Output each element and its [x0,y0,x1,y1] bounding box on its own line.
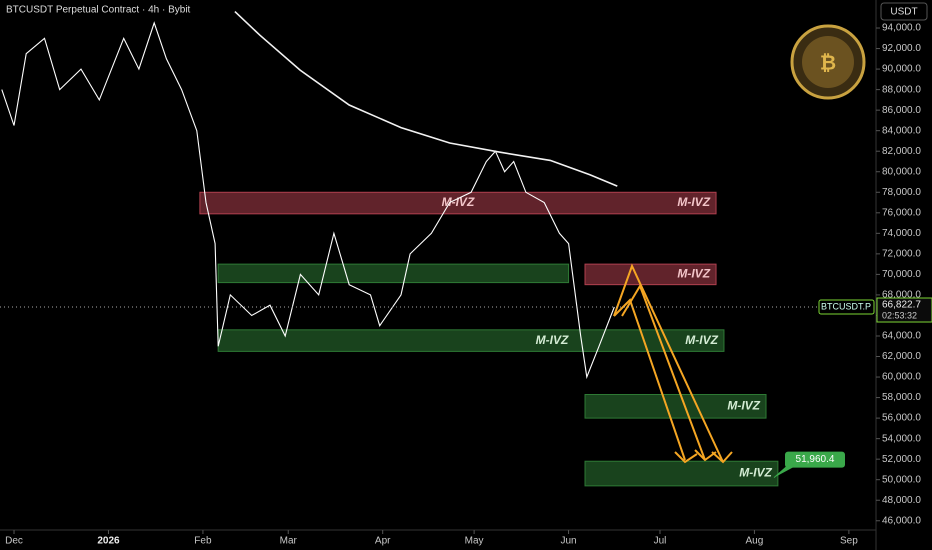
price-line [234,11,618,187]
y-tick-label: 94,000.0 [882,23,921,34]
currency-box[interactable] [880,2,928,21]
y-tick-label: 68,000.0 [882,290,921,301]
zone-label: M-IVZ [739,466,772,480]
y-tick-label: 52,000.0 [882,454,921,465]
x-tick-label: Aug [746,536,764,547]
y-tick-label: 70,000.0 [882,269,921,280]
y-tick-label: 80,000.0 [882,166,921,177]
zone-label: M-IVZ [536,333,569,347]
y-tick-label: 64,000.0 [882,331,921,342]
y-tick-label: 86,000.0 [882,105,921,116]
currency: USDT [890,7,917,18]
plot-area: M-IVZ M-IVZ M-IVZ M-IVZ M-IVZ M-IVZ M-IVZ [1,11,779,487]
y-tick-label: 76,000.0 [882,207,921,218]
y-tick-label: 92,000.0 [882,43,921,54]
symbol-label: BTCUSDT.P [821,301,871,311]
y-tick-label: 60,000.0 [882,372,921,383]
price-tag [876,297,932,323]
y-tick-label: 84,000.0 [882,125,921,136]
target-label: 51,960.4 [796,454,835,465]
zone-label: M-IVZ [685,333,718,347]
y-tick-label: 74,000.0 [882,228,921,239]
x-tick-label: May [465,536,484,547]
x-tick-label: Sep [840,536,858,547]
y-tick-label: 78,000.0 [882,187,921,198]
y-tick-label: 48,000.0 [882,495,921,506]
y-tick-label: 58,000.0 [882,392,921,403]
x-tick-label: 2026 [97,536,120,547]
y-tick-label: 72,000.0 [882,249,921,260]
zone [199,191,717,215]
x-tick-label: Jun [560,536,576,547]
y-tick-label: 88,000.0 [882,84,921,95]
symbol-tag [818,299,875,315]
last-price-label: 66,822.7 [882,300,921,311]
zone-label: M-IVZ [677,267,710,281]
target-box [785,451,845,468]
zone [584,393,767,419]
zone [584,460,779,487]
y-tick-label: 90,000.0 [882,64,921,75]
x-tick-label: Jul [654,536,667,547]
y-tick-label: 56,000.0 [882,413,921,424]
y-tick-label: 62,000.0 [882,351,921,362]
y-tick-label: 82,000.0 [882,146,921,157]
zone-label: M-IVZ [727,398,760,412]
x-tick-label: Mar [280,536,298,547]
y-tick-label: 46,000.0 [882,515,921,526]
logo: ₿ [790,24,866,100]
zone-label: M-IVZ [677,195,710,209]
price-line [1,21,615,380]
x-tick-label: Apr [375,536,391,547]
y-tick-label: 50,000.0 [882,474,921,485]
svg-text:₿: ₿ [820,52,836,74]
zone [217,263,570,284]
zone [217,329,725,352]
x-tick-label: Feb [194,536,212,547]
chart-title: BTCUSDT Perpetual Contract · 4h · Bybit [6,5,191,16]
countdown: 02:53:32 [882,310,917,320]
y-tick-label: 54,000.0 [882,433,921,444]
zone [584,263,717,286]
zone-label: M-IVZ [442,195,475,209]
x-tick-label: Dec [5,536,23,547]
projection-arrows [613,263,733,464]
